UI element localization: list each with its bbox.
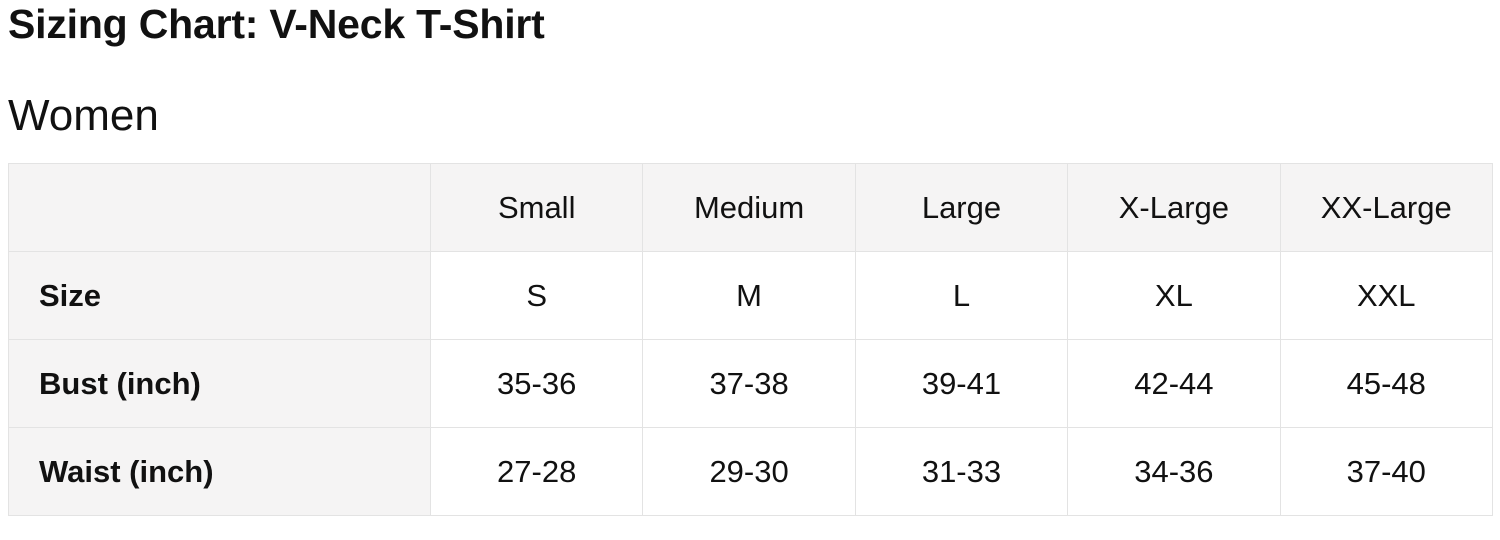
row-label-size: Size — [8, 251, 431, 340]
size-table-container: Small Medium Large X-Large XX-Large Size… — [8, 138, 1493, 516]
column-header-small: Small — [429, 163, 644, 252]
cell-waist-large: 31-33 — [854, 427, 1069, 516]
row-label-bust: Bust (inch) — [8, 339, 431, 428]
table-header-row: Small Medium Large X-Large XX-Large — [8, 163, 1493, 252]
cell-waist-xx-large: 37-40 — [1279, 427, 1493, 516]
table-row: Bust (inch) 35-36 37-38 39-41 42-44 45-4… — [8, 339, 1493, 428]
table-body: Size S M L XL XXL Bust (inch) 35-36 37-3… — [8, 251, 1493, 516]
table-corner-cell — [8, 163, 431, 252]
row-label-waist: Waist (inch) — [8, 427, 431, 516]
column-header-xx-large: XX-Large — [1279, 163, 1493, 252]
table-row: Size S M L XL XXL — [8, 251, 1493, 340]
cell-bust-large: 39-41 — [854, 339, 1069, 428]
cell-size-small: S — [429, 251, 644, 340]
cell-waist-medium: 29-30 — [642, 427, 856, 516]
cell-bust-medium: 37-38 — [642, 339, 856, 428]
column-header-medium: Medium — [642, 163, 856, 252]
cell-size-xx-large: XXL — [1279, 251, 1493, 340]
cell-bust-x-large: 42-44 — [1067, 339, 1281, 428]
cell-bust-xx-large: 45-48 — [1279, 339, 1493, 428]
cell-size-large: L — [854, 251, 1069, 340]
table-header: Small Medium Large X-Large XX-Large — [8, 163, 1493, 252]
sizing-table: Small Medium Large X-Large XX-Large Size… — [8, 163, 1493, 516]
section-heading-women: Women — [8, 91, 159, 140]
cell-waist-small: 27-28 — [429, 427, 644, 516]
cell-size-x-large: XL — [1067, 251, 1281, 340]
column-header-x-large: X-Large — [1067, 163, 1281, 252]
cell-waist-x-large: 34-36 — [1067, 427, 1281, 516]
cell-size-medium: M — [642, 251, 856, 340]
page-title: Sizing Chart: V-Neck T-Shirt — [8, 1, 545, 47]
cell-bust-small: 35-36 — [429, 339, 644, 428]
column-header-large: Large — [854, 163, 1069, 252]
table-row: Waist (inch) 27-28 29-30 31-33 34-36 37-… — [8, 427, 1493, 516]
